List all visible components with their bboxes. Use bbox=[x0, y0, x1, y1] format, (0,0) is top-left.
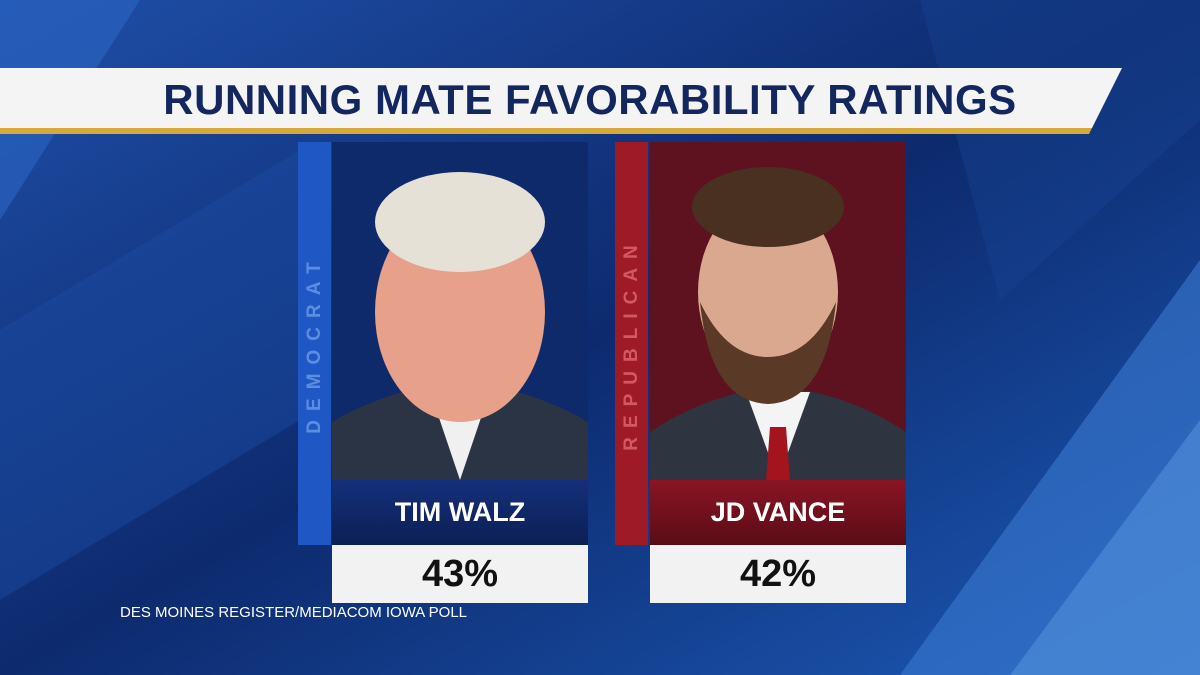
candidate-name: TIM WALZ bbox=[332, 480, 588, 545]
rating: 43% bbox=[332, 545, 588, 603]
candidate-name: JD VANCE bbox=[650, 480, 906, 545]
candidate-photo bbox=[332, 142, 588, 480]
party-label: DEMOCRAT bbox=[303, 253, 325, 434]
party-label: REPUBLICAN bbox=[620, 236, 642, 451]
party-strip: REPUBLICAN bbox=[615, 142, 648, 545]
source: DES MOINES REGISTER/MEDIACOM IOWA POLL bbox=[120, 604, 467, 621]
candidate-photo bbox=[650, 142, 906, 480]
title-banner bbox=[0, 68, 1122, 134]
title: RUNNING MATE FAVORABILITY RATINGS bbox=[163, 76, 1017, 123]
party-strip: DEMOCRAT bbox=[298, 142, 331, 545]
rating: 42% bbox=[650, 545, 906, 603]
